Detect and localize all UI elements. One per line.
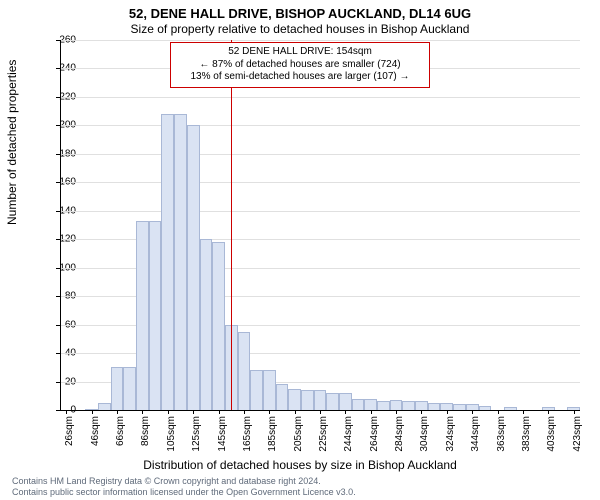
- annotation-line: 13% of semi-detached houses are larger (…: [177, 71, 423, 84]
- x-tick-label: 165sqm: [242, 416, 253, 456]
- histogram-bar: [136, 221, 149, 410]
- histogram-bar: [428, 403, 441, 410]
- histogram-bar: [352, 399, 365, 410]
- annotation-box: 52 DENE HALL DRIVE: 154sqm ← 87% of deta…: [170, 42, 430, 88]
- histogram-bar: [314, 390, 327, 410]
- grid-line: [60, 182, 580, 183]
- grid-line: [60, 125, 580, 126]
- grid-line: [60, 40, 580, 41]
- histogram-bar: [263, 370, 276, 410]
- chart-container: 52, DENE HALL DRIVE, BISHOP AUCKLAND, DL…: [0, 0, 600, 500]
- chart-subtitle: Size of property relative to detached ho…: [0, 22, 600, 36]
- x-tick-label: 423sqm: [572, 416, 583, 456]
- grid-line: [60, 154, 580, 155]
- plot-area: [60, 40, 580, 410]
- footnote-line: Contains public sector information licen…: [12, 487, 590, 498]
- footnote-line: Contains HM Land Registry data © Crown c…: [12, 476, 590, 487]
- histogram-bar: [288, 389, 301, 410]
- histogram-bar: [98, 403, 111, 410]
- x-tick-label: 284sqm: [394, 416, 405, 456]
- histogram-bar: [440, 403, 453, 410]
- x-tick-label: 403sqm: [546, 416, 557, 456]
- x-tick-label: 125sqm: [191, 416, 202, 456]
- x-tick-label: 105sqm: [166, 416, 177, 456]
- histogram-bar: [339, 393, 352, 410]
- x-tick-label: 344sqm: [470, 416, 481, 456]
- x-tick-label: 363sqm: [496, 416, 507, 456]
- histogram-bar: [111, 367, 124, 410]
- histogram-bar: [250, 370, 263, 410]
- x-tick-label: 324sqm: [445, 416, 456, 456]
- x-tick-label: 66sqm: [115, 416, 126, 456]
- histogram-bar: [149, 221, 162, 410]
- x-tick-label: 383sqm: [521, 416, 532, 456]
- histogram-bar: [161, 114, 174, 410]
- x-tick-label: 244sqm: [343, 416, 354, 456]
- reference-line: [231, 40, 232, 410]
- annotation-line: 52 DENE HALL DRIVE: 154sqm: [177, 46, 423, 59]
- x-tick-label: 86sqm: [140, 416, 151, 456]
- histogram-bar: [212, 242, 225, 410]
- histogram-bar: [174, 114, 187, 410]
- x-axis-label: Distribution of detached houses by size …: [0, 458, 600, 472]
- footnote: Contains HM Land Registry data © Crown c…: [12, 476, 590, 499]
- y-axis-line: [60, 40, 61, 410]
- x-tick-label: 205sqm: [293, 416, 304, 456]
- annotation-line: ← 87% of detached houses are smaller (72…: [177, 59, 423, 72]
- histogram-bar: [402, 401, 415, 410]
- x-axis-line: [60, 410, 580, 411]
- histogram-bar: [415, 401, 428, 410]
- histogram-bar: [187, 125, 200, 410]
- x-tick-label: 225sqm: [318, 416, 329, 456]
- histogram-bar: [238, 332, 251, 410]
- x-tick-label: 185sqm: [267, 416, 278, 456]
- histogram-bar: [390, 400, 403, 410]
- histogram-bar: [364, 399, 377, 410]
- y-axis-label: Number of detached properties: [5, 60, 19, 225]
- x-tick-label: 26sqm: [64, 416, 75, 456]
- histogram-bar: [326, 393, 339, 410]
- histogram-bar: [301, 390, 314, 410]
- histogram-bar: [123, 367, 136, 410]
- x-tick-label: 304sqm: [419, 416, 430, 456]
- histogram-bar: [276, 384, 289, 410]
- x-tick-label: 46sqm: [90, 416, 101, 456]
- histogram-bar: [200, 239, 213, 410]
- x-tick-label: 264sqm: [369, 416, 380, 456]
- x-tick-label: 145sqm: [217, 416, 228, 456]
- chart-title: 52, DENE HALL DRIVE, BISHOP AUCKLAND, DL…: [0, 6, 600, 21]
- histogram-bar: [377, 401, 390, 410]
- grid-line: [60, 97, 580, 98]
- grid-line: [60, 211, 580, 212]
